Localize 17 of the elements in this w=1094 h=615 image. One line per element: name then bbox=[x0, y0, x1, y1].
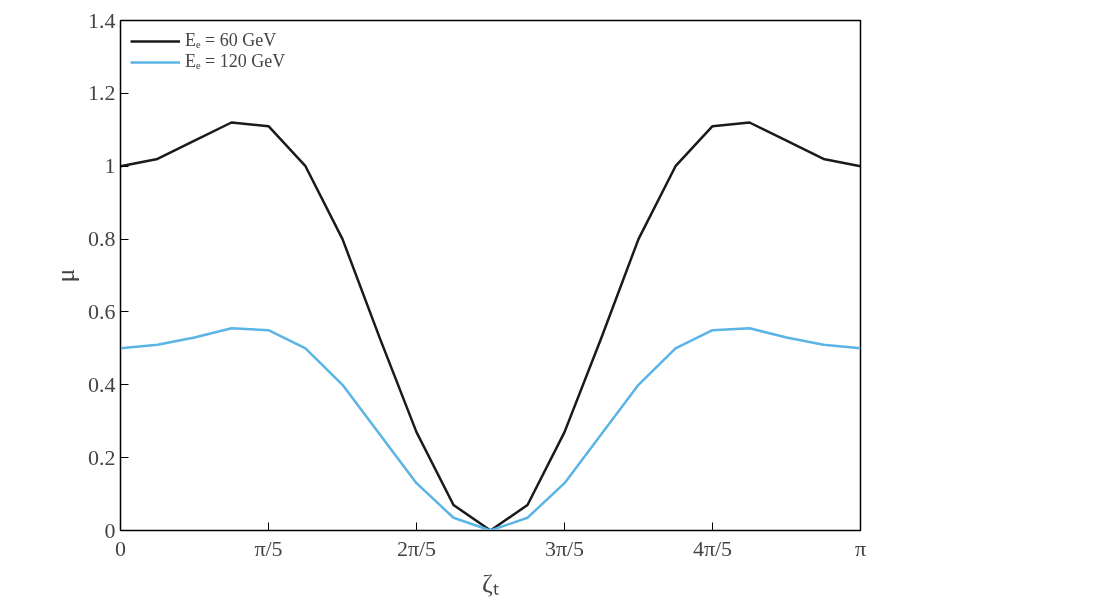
x-tick-label: 3π/5 bbox=[544, 535, 585, 561]
x-tick-label: π bbox=[854, 535, 867, 561]
y-tick-label: 1 bbox=[104, 153, 116, 179]
x-tick-label: π/5 bbox=[254, 535, 283, 561]
y-tick-label: 1.2 bbox=[88, 80, 116, 106]
y-tick-label: 0 bbox=[104, 517, 116, 543]
x-tick-label: 2π/5 bbox=[396, 535, 437, 561]
y-axis-title: μ bbox=[51, 268, 80, 283]
legend-label: Eₑ = 60 GeV bbox=[185, 30, 277, 51]
x-axis-title: ζₜ bbox=[482, 568, 499, 598]
y-tick-label: 0.8 bbox=[88, 226, 116, 252]
y-tick-label: 0.2 bbox=[88, 444, 116, 470]
y-tick-label: 0.4 bbox=[88, 371, 116, 397]
x-tick-label: 4π/5 bbox=[692, 535, 733, 561]
y-tick-label: 0.6 bbox=[88, 298, 116, 324]
y-tick-label: 1.4 bbox=[88, 7, 116, 33]
legend-label: Eₑ = 120 GeV bbox=[185, 51, 286, 72]
